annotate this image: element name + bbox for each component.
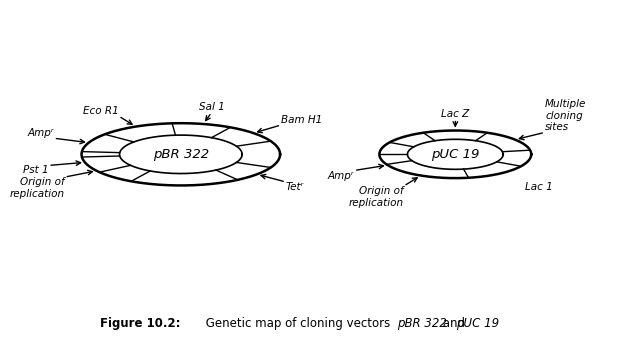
Text: pUC 19: pUC 19 (431, 148, 480, 161)
Text: and: and (439, 317, 469, 330)
Text: Multiple
cloning
sites: Multiple cloning sites (545, 99, 586, 132)
Text: Sal 1: Sal 1 (199, 102, 224, 113)
Text: Genetic map of cloning vectors: Genetic map of cloning vectors (202, 317, 394, 330)
Text: Tetʳ: Tetʳ (286, 182, 304, 192)
Text: Pst 1: Pst 1 (22, 166, 48, 175)
Text: Bam H1: Bam H1 (281, 115, 323, 125)
Text: Ampʳ: Ampʳ (27, 128, 54, 138)
Text: Figure 10.2:: Figure 10.2: (100, 317, 180, 330)
Text: Lac 1: Lac 1 (525, 183, 553, 193)
Text: Origin of
replication: Origin of replication (348, 186, 404, 208)
Text: Ampʳ: Ampʳ (327, 171, 354, 181)
Text: Lac Z: Lac Z (441, 109, 470, 119)
Text: Eco R1: Eco R1 (83, 106, 118, 116)
Text: pBR 322: pBR 322 (153, 148, 209, 161)
Text: pBR 322: pBR 322 (397, 317, 447, 330)
Text: pUC 19: pUC 19 (456, 317, 499, 330)
Text: Origin of
replication: Origin of replication (9, 177, 64, 199)
